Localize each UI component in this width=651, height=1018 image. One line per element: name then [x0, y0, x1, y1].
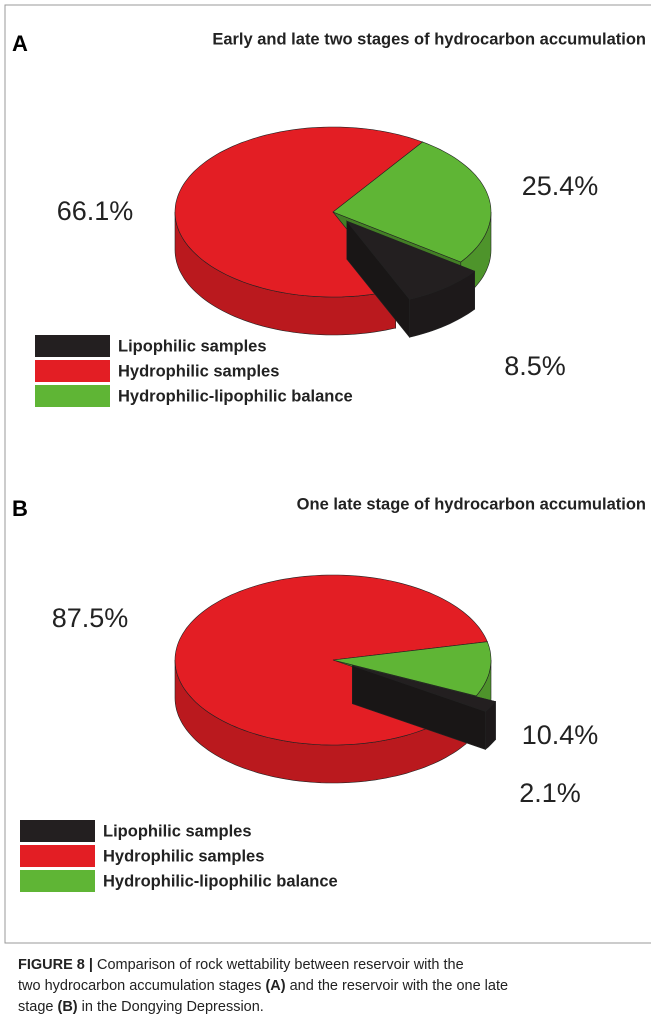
legend-swatch — [20, 820, 95, 842]
slice — [352, 665, 497, 712]
caption-text: FIGURE 8 | — [18, 957, 93, 973]
legend-label: Hydrophilic-lipophilic balance — [118, 387, 353, 405]
data-label: 10.4% — [522, 720, 599, 750]
caption-line: FIGURE 8 | Comparison of rock wettabilit… — [18, 955, 643, 976]
figure: A Early and late two stages of hydrocarbo… — [4, 4, 651, 944]
chart-title: One late stage of hydrocarbon accumulati… — [297, 495, 646, 513]
legend-swatch — [20, 870, 95, 892]
legend-label: Hydrophilic-lipophilic balance — [103, 872, 338, 890]
slice — [332, 141, 492, 263]
legend-label: Lipophilic samples — [118, 337, 267, 355]
caption-text: in the Dongying Depression. — [77, 999, 264, 1015]
slice — [345, 220, 476, 300]
legend-swatch — [35, 335, 110, 357]
chart-title: Early and late two stages of hydrocarbon… — [212, 30, 646, 48]
slice — [332, 641, 492, 697]
caption-line: stage (B) in the Dongying Depression. — [18, 997, 643, 1018]
frame — [4, 4, 651, 944]
caption-text: (A) — [265, 978, 286, 994]
caption-text: Comparison of rock wettability between r… — [92, 957, 464, 973]
panel-label: B — [12, 496, 28, 521]
data-label: 2.1% — [519, 778, 581, 808]
caption-text: two hydrocarbon accumulation stages — [18, 978, 266, 994]
caption-line: two hydrocarbon accumulation stages (A) … — [18, 976, 643, 997]
legend-swatch — [35, 360, 110, 382]
legend-swatch — [20, 845, 95, 867]
data-label: 25.4% — [522, 171, 599, 201]
legend-label: Hydrophilic samples — [118, 362, 279, 380]
caption-text: (B) — [57, 999, 78, 1015]
data-label: 87.5% — [52, 603, 129, 633]
caption: FIGURE 8 | Comparison of rock wettabilit… — [18, 955, 643, 1018]
caption-text: and the reservoir with the one late — [285, 978, 509, 994]
legend-label: Hydrophilic samples — [103, 847, 264, 865]
panel-label: A — [12, 31, 28, 56]
caption-text: stage — [18, 999, 58, 1015]
legend-label: Lipophilic samples — [103, 822, 252, 840]
legend-swatch — [35, 385, 110, 407]
data-label: 8.5% — [504, 351, 566, 381]
data-label: 66.1% — [57, 196, 134, 226]
